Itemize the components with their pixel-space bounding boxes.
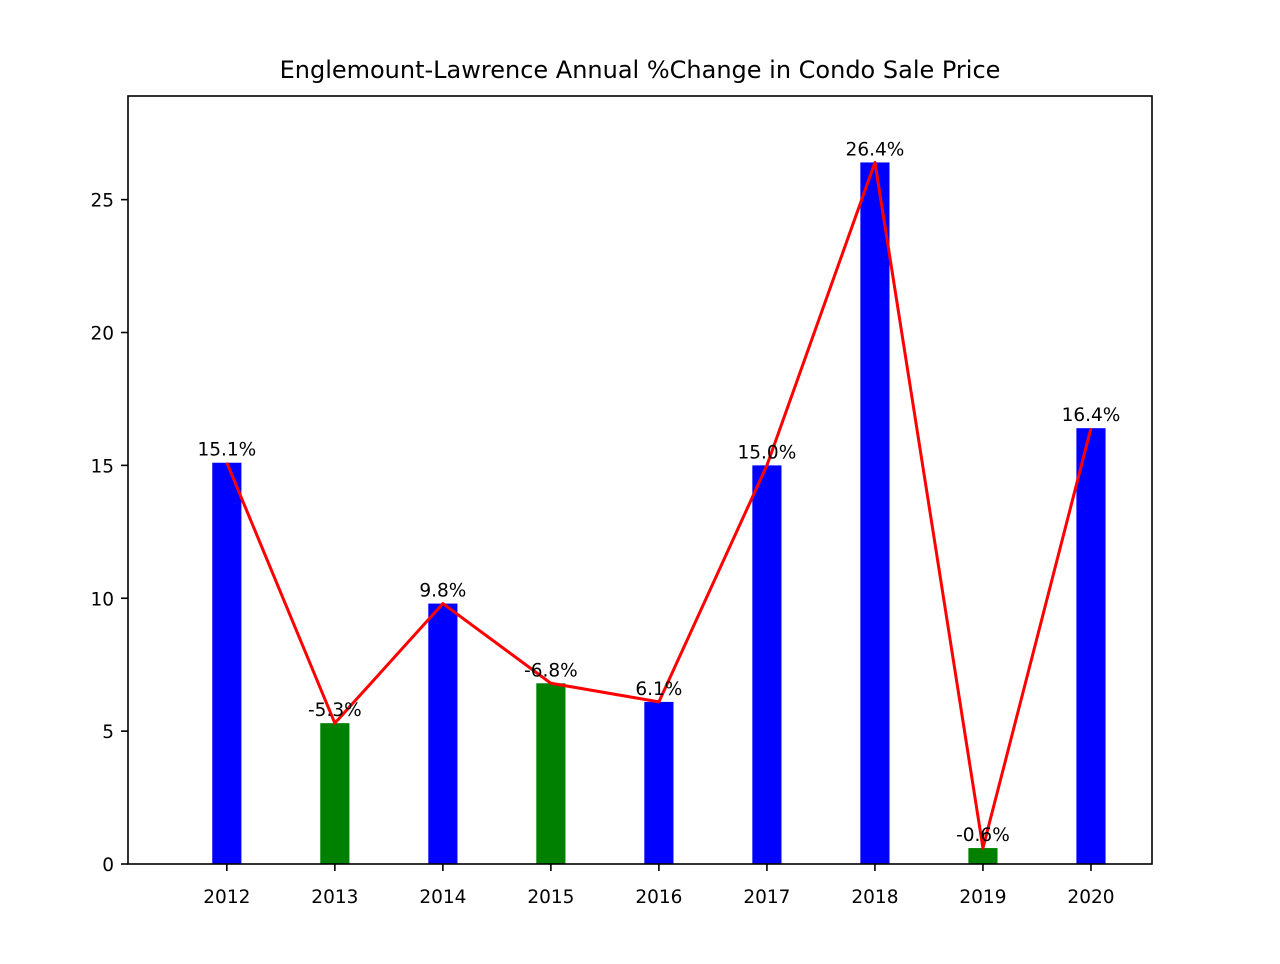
data-label-2013: -5.3% <box>308 700 362 721</box>
data-label-2016: 6.1% <box>635 679 682 700</box>
x-tick-label-2017: 2017 <box>743 887 790 908</box>
x-tick-label-2016: 2016 <box>635 887 682 908</box>
x-tick-label-2013: 2013 <box>311 887 358 908</box>
y-axis: 0 5 10 15 20 25 <box>90 191 128 876</box>
data-label-2014: 9.8% <box>419 581 466 602</box>
data-label-2018: 26.4% <box>846 139 905 160</box>
y-tick-label-0: 0 <box>102 855 114 876</box>
data-label-2019: -0.6% <box>956 825 1010 846</box>
data-label-2012: 15.1% <box>197 440 256 461</box>
data-label-2017: 15.0% <box>738 442 797 463</box>
bar-2017 <box>752 465 782 864</box>
data-labels-group: 15.1% -5.3% 9.8% -6.8% 6.1% 15.0% 26.4% -0.6% 16… <box>197 139 1120 846</box>
bar-2012 <box>212 462 242 864</box>
y-tick-label-20: 20 <box>90 324 114 345</box>
data-label-2020: 16.4% <box>1062 405 1121 426</box>
y-tick-label-10: 10 <box>90 589 114 610</box>
bar-2015 <box>536 683 566 864</box>
bar-2019 <box>968 848 998 864</box>
axes-frame <box>127 95 1153 865</box>
bar-2018 <box>860 162 890 864</box>
y-tick-label-25: 25 <box>90 191 114 212</box>
bars-group <box>212 162 1106 864</box>
x-tick-label-2018: 2018 <box>851 887 898 908</box>
y-tick-label-15: 15 <box>90 456 114 477</box>
x-tick-label-2019: 2019 <box>959 887 1006 908</box>
chart-title: Englemount-Lawrence Annual %Change in Co… <box>280 56 1001 84</box>
x-tick-label-2020: 2020 <box>1067 887 1114 908</box>
trend-line-group <box>225 160 1093 850</box>
x-tick-label-2014: 2014 <box>419 887 466 908</box>
x-axis: 2012 2013 2014 2015 2016 2017 2018 2019 2020 <box>203 864 1115 908</box>
x-tick-label-2012: 2012 <box>203 887 250 908</box>
bar-2013 <box>320 723 350 864</box>
bar-2020 <box>1076 428 1106 864</box>
bar-2016 <box>644 701 674 864</box>
data-label-2015: -6.8% <box>524 660 578 681</box>
trend-line <box>225 160 1093 850</box>
x-tick-label-2015: 2015 <box>527 887 574 908</box>
y-tick-label-5: 5 <box>102 722 114 743</box>
bar-2014 <box>428 603 458 864</box>
